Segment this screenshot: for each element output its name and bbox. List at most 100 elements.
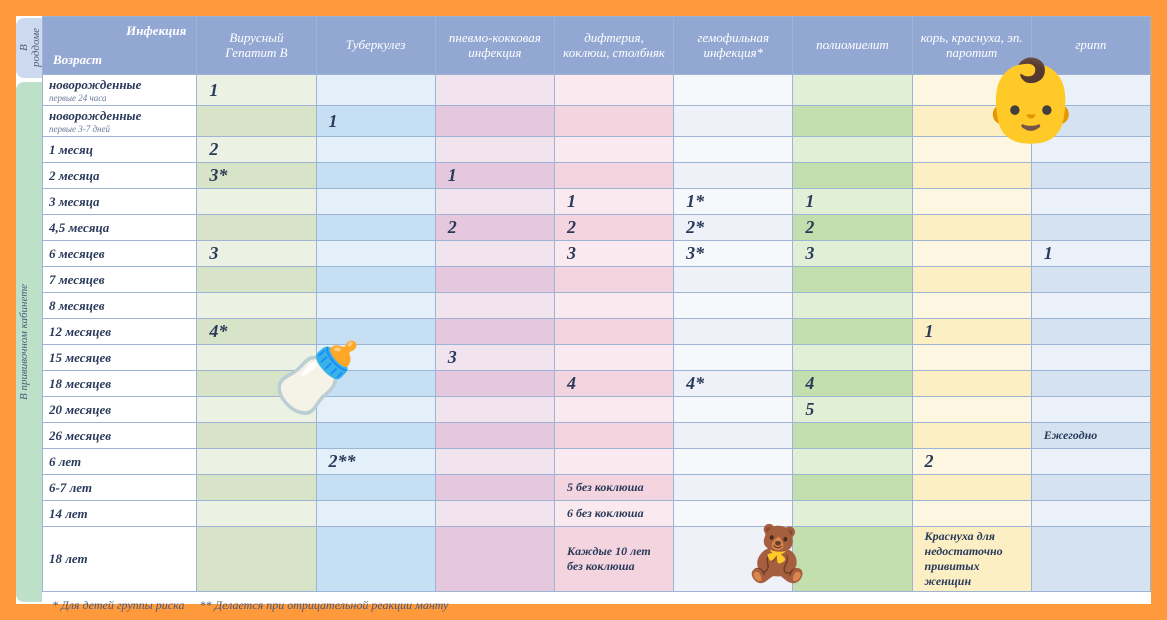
data-cell	[316, 163, 435, 189]
column-header: гемофильная инфекция*	[674, 17, 793, 75]
data-cell	[316, 371, 435, 397]
data-cell: 1	[1031, 241, 1150, 267]
data-cell: Краснуха для недостаточно привитых женщи…	[912, 527, 1031, 592]
data-cell	[316, 215, 435, 241]
data-cell	[674, 75, 793, 106]
age-cell: 18 лет	[43, 527, 197, 592]
data-cell	[197, 527, 316, 592]
data-cell	[554, 137, 673, 163]
data-cell	[674, 449, 793, 475]
data-cell	[1031, 397, 1150, 423]
data-cell	[674, 475, 793, 501]
data-cell	[912, 371, 1031, 397]
data-cell: 2	[197, 137, 316, 163]
data-cell: 1	[435, 163, 554, 189]
data-cell	[912, 345, 1031, 371]
age-cell: 8 месяцев	[43, 293, 197, 319]
data-cell	[435, 449, 554, 475]
age-cell: 15 месяцев	[43, 345, 197, 371]
age-cell: 20 месяцев	[43, 397, 197, 423]
data-cell	[435, 75, 554, 106]
data-cell	[1031, 106, 1150, 137]
data-cell	[197, 345, 316, 371]
data-cell	[554, 345, 673, 371]
data-cell	[435, 241, 554, 267]
data-cell	[793, 137, 912, 163]
data-cell: 2	[435, 215, 554, 241]
data-cell	[316, 345, 435, 371]
footnote-risk: * Для детей группы риска	[52, 598, 184, 612]
column-header: полиомиелит	[793, 17, 912, 75]
data-cell	[912, 423, 1031, 449]
data-cell	[1031, 189, 1150, 215]
data-cell: 5	[793, 397, 912, 423]
data-cell	[1031, 293, 1150, 319]
data-cell	[435, 527, 554, 592]
data-cell	[435, 371, 554, 397]
data-cell: 4	[793, 371, 912, 397]
data-cell	[554, 397, 673, 423]
data-cell	[316, 137, 435, 163]
data-cell: 3	[793, 241, 912, 267]
corner-label-infection: Инфекция	[126, 23, 186, 39]
data-cell	[554, 423, 673, 449]
corner-cell: Инфекция Возраст	[43, 17, 197, 75]
data-cell	[1031, 215, 1150, 241]
data-cell: 3	[197, 241, 316, 267]
age-cell: 6 лет	[43, 449, 197, 475]
table-row: 18 летКаждые 10 лет без коклюшаКраснуха …	[43, 527, 1151, 592]
data-cell	[793, 501, 912, 527]
data-cell	[554, 106, 673, 137]
table-row: 18 месяцев44*4	[43, 371, 1151, 397]
data-cell	[793, 267, 912, 293]
age-cell: 7 месяцев	[43, 267, 197, 293]
data-cell: 2	[912, 449, 1031, 475]
data-cell	[793, 449, 912, 475]
data-cell	[435, 423, 554, 449]
column-header: корь, краснуха, эп. паротит	[912, 17, 1031, 75]
table-row: 1 месяц2	[43, 137, 1151, 163]
data-cell: 2	[793, 215, 912, 241]
table-row: 15 месяцев 3	[43, 345, 1151, 371]
data-cell	[435, 106, 554, 137]
data-cell	[793, 423, 912, 449]
data-cell	[1031, 475, 1150, 501]
data-cell	[435, 501, 554, 527]
data-cell	[793, 319, 912, 345]
side-tab-maternity: В роддоме	[16, 18, 42, 78]
data-cell	[554, 319, 673, 345]
data-cell	[912, 241, 1031, 267]
data-cell: 1	[554, 189, 673, 215]
data-cell	[197, 397, 316, 423]
table-row: 3 месяца11*1	[43, 189, 1151, 215]
data-cell	[197, 106, 316, 137]
data-cell	[1031, 345, 1150, 371]
data-cell	[793, 527, 912, 592]
grid-wrap: Инфекция Возраст Вирусный Гепатит ВТубер…	[42, 16, 1151, 604]
age-cell: новорожденныепервые 24 часа	[43, 75, 197, 106]
data-cell	[316, 527, 435, 592]
data-cell: 4*	[197, 319, 316, 345]
age-cell: 14 лет	[43, 501, 197, 527]
data-cell	[912, 106, 1031, 137]
data-cell	[1031, 137, 1150, 163]
data-cell	[674, 137, 793, 163]
data-cell: 3	[435, 345, 554, 371]
data-cell	[197, 215, 316, 241]
age-cell: 18 месяцев	[43, 371, 197, 397]
age-cell: 12 месяцев	[43, 319, 197, 345]
data-cell	[1031, 501, 1150, 527]
data-cell	[674, 106, 793, 137]
data-cell	[197, 475, 316, 501]
data-cell: 5 без коклюша	[554, 475, 673, 501]
data-cell	[674, 345, 793, 371]
vaccination-table: Инфекция Возраст Вирусный Гепатит ВТубер…	[42, 16, 1151, 592]
table-row: новорожденныепервые 24 часа1	[43, 75, 1151, 106]
table-row: 6-7 лет5 без коклюша	[43, 475, 1151, 501]
data-cell	[912, 75, 1031, 106]
data-cell: 1	[197, 75, 316, 106]
age-cell: 3 месяца	[43, 189, 197, 215]
data-cell	[554, 267, 673, 293]
data-cell	[197, 501, 316, 527]
data-cell: 1	[912, 319, 1031, 345]
